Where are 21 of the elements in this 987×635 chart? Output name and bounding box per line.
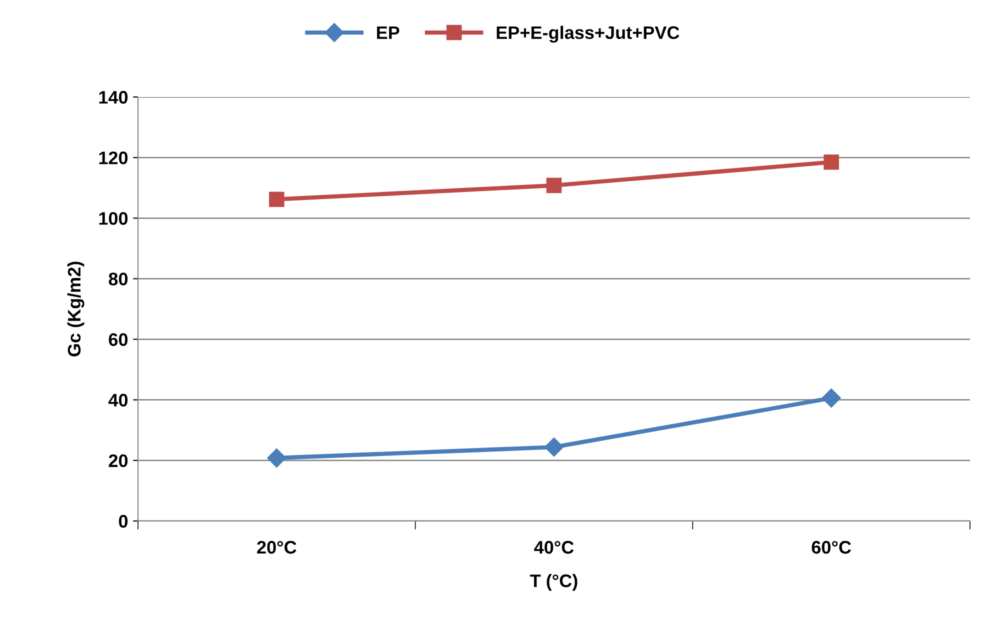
legend-label: EP+E-glass+Jut+PVC [496,26,680,43]
y-tick-label: 100 [99,212,128,225]
x-tick-label: 20°C [257,540,296,554]
y-axis-title: Gc (Kg/m2) [67,262,84,356]
point [269,192,284,208]
point [267,448,286,468]
y-tick-label: 60 [108,333,128,346]
y-tick-label: 40 [108,394,128,407]
point [544,438,564,457]
y-tick-label: 120 [99,152,128,164]
legend-label: EP [377,26,400,39]
point [824,154,839,170]
y-tick-label: 0 [118,514,128,528]
y-tick-label: 140 [99,90,128,104]
point [546,178,562,194]
x-tick-label: 40°C [534,540,574,554]
x-axis-title: T (°C) [530,574,578,591]
y-tick-label: 20 [108,454,128,468]
x-tick-label: 60°C [812,540,852,554]
y-tick-label: 80 [108,272,128,286]
point [822,388,841,408]
